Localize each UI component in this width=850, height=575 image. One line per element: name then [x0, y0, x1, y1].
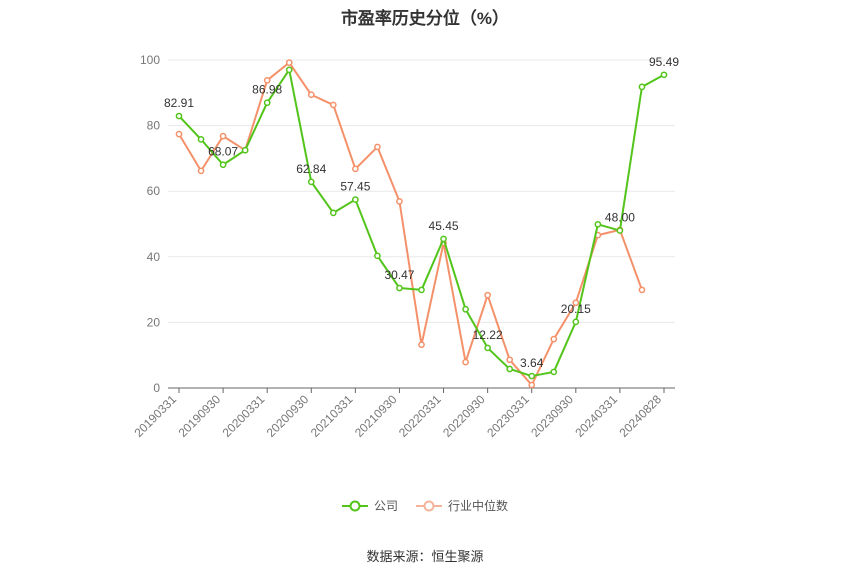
chart-title: 市盈率历史分位（%）	[340, 9, 510, 28]
point-industry	[352, 165, 359, 173]
data-label: 68.07	[208, 145, 238, 159]
point-industry	[285, 59, 293, 66]
x-tick-label: 20190331	[131, 392, 179, 440]
point-industry	[462, 358, 469, 366]
data-label: 3.64	[520, 356, 544, 370]
point-company	[440, 235, 447, 243]
data-labels: 82.91 68.07 86.98 62.84 57.45 30.47 45.45 12.22…	[164, 55, 679, 370]
x-tick-label: 20240331	[572, 392, 620, 440]
series-line-industry	[178, 61, 643, 387]
y-tick-label: 80	[147, 119, 161, 133]
grid-lines	[168, 59, 675, 323]
data-source: 数据来源：恒生聚源	[366, 549, 484, 564]
point-industry	[197, 167, 205, 175]
legend-label-company: 公司	[373, 499, 398, 513]
point-company	[528, 372, 536, 380]
point-industry	[572, 299, 580, 307]
x-tick-label: 20200331	[220, 392, 268, 440]
point-industry	[396, 198, 403, 205]
data-label: 62.84	[296, 162, 326, 176]
point-industry	[506, 356, 514, 364]
point-industry	[329, 101, 337, 109]
point-company	[418, 286, 425, 294]
point-company	[572, 318, 580, 326]
point-company	[285, 66, 293, 74]
data-label: 82.91	[164, 96, 194, 110]
point-company	[462, 305, 469, 313]
point-company	[175, 112, 183, 120]
point-company	[197, 136, 205, 143]
point-company	[307, 178, 315, 186]
series-line-company	[178, 68, 665, 378]
point-company	[550, 368, 558, 376]
point-company	[374, 252, 381, 260]
x-tick-label: 20230331	[484, 392, 532, 440]
point-industry	[484, 291, 491, 299]
series-lines	[175, 59, 668, 389]
point-company	[329, 209, 337, 217]
point-industry	[418, 341, 425, 349]
legend: 公司 行业中位数	[0, 497, 850, 514]
point-company	[616, 227, 624, 234]
data-label: 45.45	[429, 219, 459, 233]
point-industry	[638, 286, 646, 294]
legend-industry-marker	[416, 500, 442, 511]
data-label: 20.15	[561, 302, 591, 316]
x-tick-label: 20190930	[176, 392, 224, 440]
point-company	[484, 344, 491, 352]
point-company	[506, 365, 514, 373]
point-industry	[307, 91, 315, 99]
legend-item-industry[interactable]: 行业中位数	[416, 497, 508, 514]
data-label: 12.22	[473, 328, 503, 342]
data-label: 57.45	[340, 180, 370, 194]
data-label: 95.49	[649, 55, 679, 69]
point-industry	[528, 381, 536, 389]
data-label: 30.47	[384, 268, 414, 282]
x-tick-label: 20220930	[440, 392, 488, 440]
point-company	[660, 71, 668, 79]
point-company	[352, 196, 359, 203]
point-company	[263, 99, 271, 107]
point-company	[638, 83, 646, 91]
point-industry	[263, 76, 271, 84]
x-tick-label: 20240828	[616, 392, 664, 440]
point-company	[396, 284, 403, 292]
x-tick-label: 20210331	[308, 392, 356, 440]
data-label: 48.00	[605, 211, 635, 225]
x-tick-label: 20230930	[528, 392, 576, 440]
point-company	[594, 220, 602, 228]
point-industry	[219, 132, 227, 140]
legend-label-industry: 行业中位数	[448, 499, 509, 513]
point-company	[219, 161, 227, 169]
y-tick-label: 20	[147, 315, 161, 329]
x-tick-label: 20200930	[264, 392, 312, 440]
x-tick-label: 20220331	[396, 392, 444, 440]
x-tick-label: 20210930	[352, 392, 400, 440]
y-tick-label: 0	[153, 381, 160, 395]
legend-company-marker	[341, 500, 368, 511]
y-tick-label: 40	[147, 250, 161, 264]
y-tick-label: 100	[140, 53, 160, 67]
point-industry	[175, 130, 183, 138]
data-label: 86.98	[252, 83, 282, 97]
point-industry	[550, 335, 558, 343]
y-tick-label: 60	[147, 184, 161, 198]
point-company	[241, 146, 249, 154]
point-industry	[374, 143, 381, 151]
legend-item-company[interactable]: 公司	[341, 497, 398, 514]
